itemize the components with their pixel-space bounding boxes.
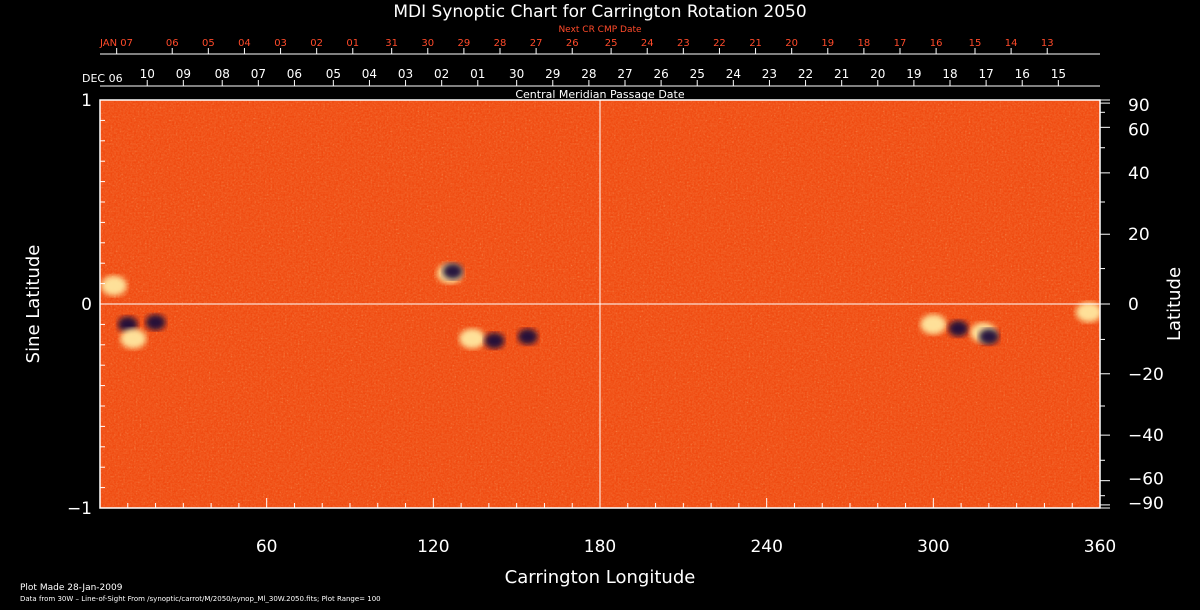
active-region-negative [948, 320, 969, 337]
next-cr-date-label: 29 [458, 38, 471, 49]
cmp-date-label: 08 [215, 67, 230, 81]
active-regions [100, 263, 1100, 349]
cmp-date-label: 23 [762, 67, 777, 81]
crosshair [100, 100, 1100, 508]
cmp-date-label: 18 [942, 67, 957, 81]
plot-area [100, 100, 1100, 508]
cmp-date-label: 16 [1015, 67, 1030, 81]
active-region-positive [1075, 302, 1100, 323]
next-cr-date-label: 03 [274, 38, 287, 49]
y-tick-label: 0 [81, 295, 92, 315]
next-cr-date-label: 31 [385, 38, 398, 49]
next-cr-date-label: 02 [310, 38, 323, 49]
cmp-date-label: 10 [140, 67, 155, 81]
cmp-date-label: 01 [470, 67, 485, 81]
cmp-date-label: 26 [653, 67, 668, 81]
next-cr-date-label: 17 [894, 38, 907, 49]
cmp-date-label: 27 [617, 67, 632, 81]
x-tick-label: 300 [917, 537, 949, 557]
next-cr-date-label: 30 [421, 38, 434, 49]
next-cr-date-label: JAN 07 [99, 38, 133, 49]
lat-tick-label: −20 [1128, 365, 1164, 385]
next-cr-date-label: 04 [238, 38, 251, 49]
next-cr-date-label: 15 [969, 38, 982, 49]
cmp-date-label: 17 [978, 67, 993, 81]
active-region-positive [920, 314, 947, 335]
y-axis-label: Sine Latitude [23, 245, 44, 364]
x-tick-label: 240 [750, 537, 782, 557]
cmp-date-label: 20 [870, 67, 885, 81]
next-cr-axis-title: Next CR CMP Date [558, 25, 642, 35]
cmp-date-label: 07 [251, 67, 266, 81]
active-region-positive [100, 275, 127, 296]
top-date-axes: JAN 07 06 05 04 03 02 01 31 30 29 28 27 26 25 24 23 22 21… [82, 38, 1100, 87]
x-axis-label: Carrington Longitude [505, 567, 696, 588]
next-cr-date-label: 26 [566, 38, 579, 49]
cmp-date-label: DEC 06 [82, 72, 123, 85]
next-cr-date-label: 20 [785, 38, 798, 49]
x-tick-label: 360 [1084, 537, 1116, 557]
cmp-date-label: 06 [287, 67, 302, 81]
next-cr-date-label: 28 [494, 38, 507, 49]
next-cr-date-label: 19 [821, 38, 834, 49]
cmp-date-label: 15 [1051, 67, 1066, 81]
cmp-axis-title: Central Meridian Passage Date [515, 88, 684, 101]
y-tick-label: −1 [67, 499, 92, 519]
lat-tick-label: 60 [1128, 120, 1150, 140]
active-region-positive [120, 328, 147, 349]
cmp-date-label: 19 [906, 67, 921, 81]
lat-tick-label: −60 [1128, 470, 1164, 490]
cmp-date-label: 03 [398, 67, 413, 81]
y-tick-label: 1 [81, 91, 92, 111]
data-source-note: Data from 30W – Line-of-Sight From /syno… [20, 595, 381, 603]
x-tick-label: 60 [256, 537, 278, 557]
y-axis-label-right: Latitude [1164, 267, 1185, 341]
cmp-date-label: 30 [509, 67, 524, 81]
cmp-date-label: 25 [690, 67, 705, 81]
y-axis-left: −1 0 1 [67, 91, 110, 519]
active-region-negative [978, 328, 999, 345]
next-cr-date-label: 16 [930, 38, 943, 49]
next-cr-date-label: 22 [713, 38, 726, 49]
next-cr-date-label: 21 [749, 38, 762, 49]
x-axis-bottom: 60 120 180 240 300 360 [99, 498, 1116, 557]
active-region-negative [442, 263, 463, 280]
next-cr-date-label: 06 [166, 38, 179, 49]
active-region-negative [517, 328, 538, 345]
active-region-negative [484, 332, 505, 349]
cmp-date-label: 02 [434, 67, 449, 81]
plot-made-note: Plot Made 28-Jan-2009 [20, 583, 123, 593]
lat-tick-label: −40 [1128, 426, 1164, 446]
cmp-date-label: 09 [176, 67, 191, 81]
cmp-date-label: 29 [545, 67, 560, 81]
cmp-date-label: 28 [581, 67, 596, 81]
next-cr-date-label: 23 [677, 38, 690, 49]
active-region-negative [117, 316, 138, 333]
y-axis-right: 90 60 40 20 0 −20 −40 −60 −90 [1100, 96, 1164, 514]
next-cr-date-label: 01 [346, 38, 359, 49]
next-cr-date-label: 25 [605, 38, 618, 49]
next-cr-date-label: 14 [1005, 38, 1018, 49]
cmp-date-label: 05 [326, 67, 341, 81]
next-cr-date-label: 05 [202, 38, 215, 49]
chart-title: MDI Synoptic Chart for Carrington Rotati… [393, 2, 806, 22]
lat-tick-label: 40 [1128, 164, 1150, 184]
cmp-date-label: 21 [834, 67, 849, 81]
cmp-date-label: 04 [362, 67, 377, 81]
lat-tick-label: 0 [1128, 295, 1139, 315]
next-cr-date-label: 18 [858, 38, 871, 49]
lat-tick-label: 90 [1128, 96, 1150, 116]
active-region-negative [145, 314, 166, 331]
cmp-date-label: 24 [726, 67, 741, 81]
x-tick-label: 120 [417, 537, 449, 557]
lat-tick-label: 20 [1128, 225, 1150, 245]
lat-tick-label: −90 [1128, 494, 1164, 514]
cmp-date-label: 22 [798, 67, 813, 81]
next-cr-date-label: 27 [530, 38, 543, 49]
next-cr-date-label: 13 [1041, 38, 1054, 49]
active-region-positive [459, 328, 486, 349]
x-tick-label: 180 [584, 537, 616, 557]
next-cr-date-label: 24 [641, 38, 654, 49]
